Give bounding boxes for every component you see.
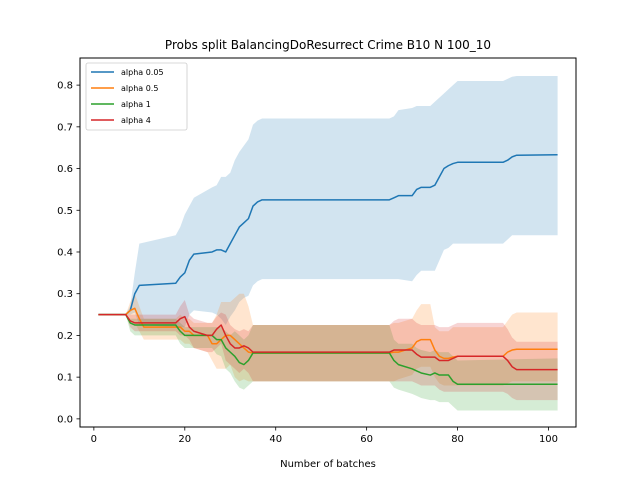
series-lines — [98, 154, 558, 385]
y-tick-label: 0.1 — [57, 373, 73, 384]
x-tick-label: 20 — [178, 434, 191, 445]
line-alpha-1 — [98, 313, 558, 385]
chart-title: Probs split BalancingDoResurrect Crime B… — [165, 38, 491, 52]
x-tick-label: 40 — [269, 434, 282, 445]
y-tick-label: 0.4 — [57, 247, 73, 258]
x-tick-label: 60 — [360, 434, 373, 445]
line-alpha-0-5 — [98, 307, 558, 360]
legend-label: alpha 0.5 — [121, 84, 158, 93]
y-axis-ticks: 0.0 0.1 0.2 0.3 0.4 0.5 0.6 0.7 0.8 — [57, 81, 80, 425]
band-alpha-0-05 — [98, 75, 558, 328]
x-tick-label: 80 — [451, 434, 464, 445]
y-tick-label: 0.6 — [57, 164, 73, 175]
plot-area-frame — [79, 57, 577, 428]
y-tick-label: 0.7 — [57, 122, 73, 133]
legend-label: alpha 4 — [121, 116, 151, 125]
legend-label: alpha 0.05 — [121, 68, 164, 77]
legend-box — [85, 62, 188, 131]
x-axis-label: Number of batches — [280, 459, 376, 470]
legend-label: alpha 1 — [121, 100, 151, 109]
y-tick-label: 0.3 — [57, 289, 73, 300]
x-tick-label: 100 — [539, 434, 558, 445]
legend: alpha 0.05 alpha 0.5 alpha 1 alpha 4 — [85, 62, 188, 131]
y-tick-label: 0.8 — [57, 81, 73, 92]
y-tick-label: 0.5 — [57, 206, 73, 217]
y-tick-label: 0.0 — [57, 414, 73, 425]
legend-items: alpha 0.05 alpha 0.5 alpha 1 alpha 4 — [91, 68, 164, 125]
band-alpha-1 — [98, 314, 558, 411]
x-axis-ticks: 0 20 40 60 80 100 — [91, 427, 558, 445]
y-tick-label: 0.2 — [57, 331, 73, 342]
line-alpha-4 — [98, 313, 558, 371]
line-alpha-0-05 — [98, 154, 558, 316]
band-alpha-0-5 — [98, 293, 558, 386]
x-tick-label: 0 — [91, 434, 97, 445]
